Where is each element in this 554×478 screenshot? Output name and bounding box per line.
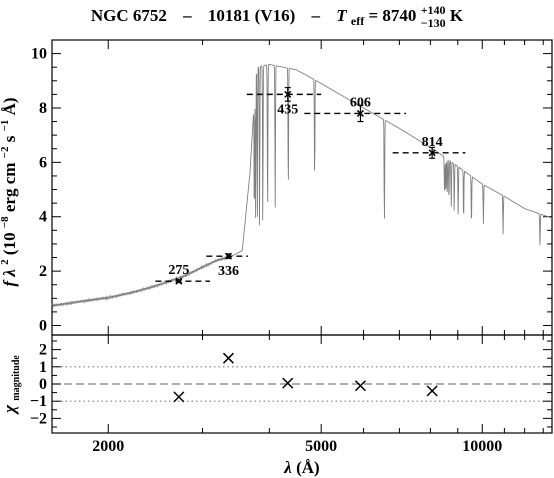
residual-marker: [222, 352, 234, 364]
residual-y-tick-label: −1: [30, 393, 47, 410]
sed-y-tick-label: 10: [31, 46, 47, 63]
x-axis-label: λ (Å): [283, 458, 319, 477]
photometry-label: 336: [218, 264, 239, 279]
title-teff-unit: K: [450, 6, 464, 25]
title-teff-eq: = 8740: [369, 6, 417, 25]
title-sep2: –: [311, 6, 321, 25]
title-teff-symbol: T: [336, 6, 347, 25]
residual-y-tick-label: 1: [39, 359, 47, 376]
photometry-label: 435: [277, 102, 298, 117]
photometry-points: 275 336 435 606 814: [155, 86, 466, 285]
photometry-marker: [175, 277, 183, 285]
photometry-label: 814: [422, 135, 443, 150]
photometry-marker: [284, 90, 292, 98]
sed-y-tick-label: 6: [39, 154, 47, 171]
sed-y-tick-label: 8: [39, 100, 47, 117]
model-spectrum-line: [51, 64, 553, 308]
x-tick-label: 10000: [462, 438, 502, 455]
photometry-point: 336: [206, 252, 249, 279]
residual-y-tick-label: 0: [39, 376, 47, 393]
residual-marker: [354, 380, 366, 392]
photometry-point: 606: [304, 95, 406, 123]
residual-y-tick-label: −2: [30, 410, 47, 427]
title-star: 10181 (V16): [208, 6, 295, 25]
photometry-point: 275: [155, 263, 211, 285]
photometry-marker: [428, 149, 436, 157]
sed-panel-frame: [51, 39, 553, 336]
photometry-point: 814: [392, 135, 466, 159]
sed-y-axis-label: f λ 2 (10 −8 erg cm −2 s −1 Å): [0, 97, 19, 286]
photometry-marker: [224, 252, 232, 260]
sed-y-tick-label: 4: [39, 209, 47, 226]
sed-y-tick-label: 0: [39, 317, 47, 334]
title-sep1: –: [182, 6, 192, 25]
residual-marker: [282, 377, 294, 389]
sed-y-tick-label: 2: [39, 263, 47, 280]
residual-points: [173, 352, 438, 403]
photometry-marker: [356, 109, 364, 117]
residual-marker: [173, 391, 185, 403]
title-teff-minus: −130: [421, 16, 446, 30]
photometry-label: 606: [350, 95, 371, 110]
residual-marker: [426, 385, 438, 397]
photometry-point: 435: [246, 86, 322, 117]
residual-y-tick-label: 2: [39, 342, 47, 359]
sed-panel: 0 2 4 6 8 10 275 336 435 606 814 f λ 2 (10 −8 erg…: [0, 39, 553, 336]
x-tick-label: 5000: [305, 438, 337, 455]
photometry-label: 275: [168, 263, 189, 278]
residual-y-axis-label: χ magnitude: [0, 355, 22, 415]
title-teff-plus: +140: [421, 3, 446, 17]
sed-ticks: 0 2 4 6 8 10: [31, 39, 552, 335]
chart-title: NGC 6752 – 10181 (V16) – T eff = 8740 +1…: [91, 0, 464, 31]
title-teff-sub: eff: [351, 14, 365, 28]
title-object: NGC 6752: [91, 6, 167, 25]
residual-reference-lines: [52, 366, 552, 402]
x-tick-label: 2000: [92, 438, 124, 455]
